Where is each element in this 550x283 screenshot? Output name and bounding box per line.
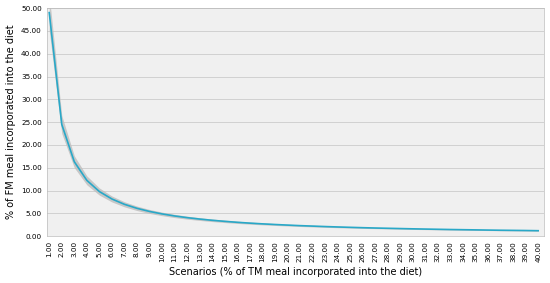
Y-axis label: % of FM meal incorporated into the diet: % of FM meal incorporated into the diet — [6, 25, 15, 220]
X-axis label: Scenarios (% of TM meal incorporated into the diet): Scenarios (% of TM meal incorporated int… — [169, 267, 422, 277]
